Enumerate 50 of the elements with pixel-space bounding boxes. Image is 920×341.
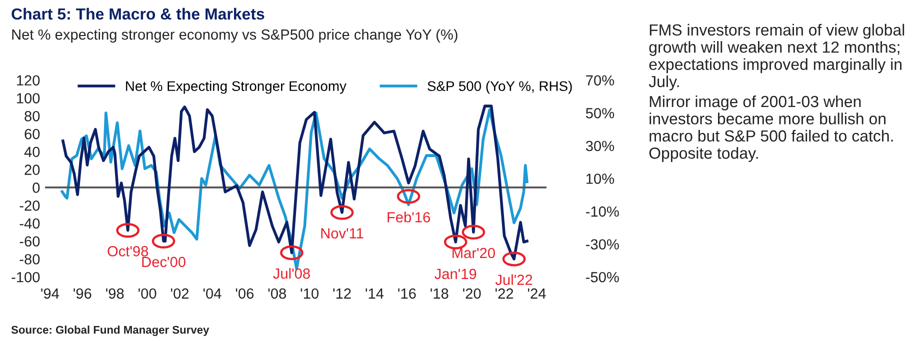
y-tick-label: -80	[20, 254, 40, 264]
x-tick-label: '00	[138, 288, 156, 299]
x-tick-label: '96	[74, 288, 92, 299]
y-tick-label: -60	[20, 236, 40, 247]
y2-tick-label: -30%	[586, 239, 619, 250]
y-tick-label: 120	[17, 75, 40, 86]
text: FMS investors remain of view global growth will weaken next 12 months; expectations improved marginally in July.	[648, 24, 904, 90]
chart-subtitle: Net % expecting stronger economy vs S&P500 price change YoY (%)	[12, 29, 458, 43]
x-tick-label: '14	[366, 288, 384, 299]
legend-label: Net % Expecting Stronger Economy	[126, 80, 346, 94]
y2-tick-label: 70%	[586, 75, 614, 86]
y-tick-label: 60	[24, 128, 40, 140]
x-tick-label: '20	[463, 288, 481, 299]
y-tick-label: 100	[17, 93, 40, 104]
x-tick-label: '24	[528, 288, 546, 299]
annotation: Jul'22	[495, 274, 532, 285]
y-tick-label: -20	[20, 200, 40, 211]
y2-tick-label: -10%	[586, 206, 619, 217]
x-tick-label: '06	[236, 288, 254, 299]
x-tick-label: '98	[106, 288, 124, 299]
source-note: Source: Global Fund Manager Survey	[11, 326, 210, 336]
y-tick-label: 80	[24, 111, 40, 122]
legend-label: S&P 500 (YoY %, RHS)	[428, 80, 572, 94]
x-tick-label: '08	[268, 288, 286, 299]
annotation: Feb'16	[388, 212, 430, 222]
x-tick-label: '18	[430, 288, 448, 299]
annotation: Nov'11	[321, 228, 364, 238]
x-tick-label: '12	[333, 288, 351, 299]
y-tick-label: 40	[24, 146, 40, 158]
y2-tick-label: 50%	[586, 108, 614, 118]
x-tick-label: '94	[41, 288, 60, 299]
text: Mirror image of 2001-03 when investors became more bullish on macro but S&P 500 failed to catch. Opposite today.	[649, 95, 893, 162]
y2-tick-label: 30%	[586, 140, 614, 152]
annotation: Jan'19	[434, 268, 476, 280]
annotation: Mar'20	[452, 248, 495, 258]
x-tick-label: '10	[300, 288, 319, 299]
y-tick-label: -40	[20, 218, 40, 229]
x-tick-label: '22	[496, 288, 514, 299]
y2-tick-label: -50%	[586, 272, 619, 282]
y2-tick-label: 10%	[586, 174, 614, 184]
y-tick-label: 0	[32, 182, 40, 193]
annotation: Dec'00	[142, 256, 186, 268]
x-tick-label: '02	[171, 288, 189, 299]
y-tick-label: 20	[24, 164, 40, 175]
y-tick-label: -100	[12, 272, 40, 282]
x-tick-label: '04	[203, 288, 222, 299]
x-tick-label: '16	[398, 288, 416, 299]
annotation: Oct'98	[108, 246, 148, 256]
annotation: Jul'08	[273, 268, 310, 279]
chart-title: Chart 5: The Macro & the Markets	[12, 8, 264, 20]
